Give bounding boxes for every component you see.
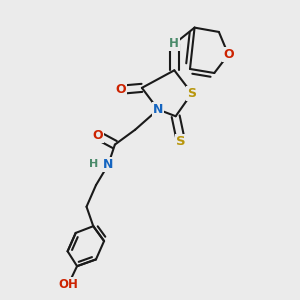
Text: N: N	[153, 103, 163, 116]
Text: O: O	[92, 129, 103, 142]
Text: S: S	[176, 135, 186, 148]
Text: N: N	[103, 158, 113, 171]
Text: OH: OH	[58, 278, 78, 291]
Text: O: O	[223, 48, 234, 61]
Text: H: H	[88, 158, 98, 169]
Text: O: O	[115, 83, 126, 96]
Text: S: S	[188, 87, 196, 100]
Text: H: H	[169, 37, 179, 50]
